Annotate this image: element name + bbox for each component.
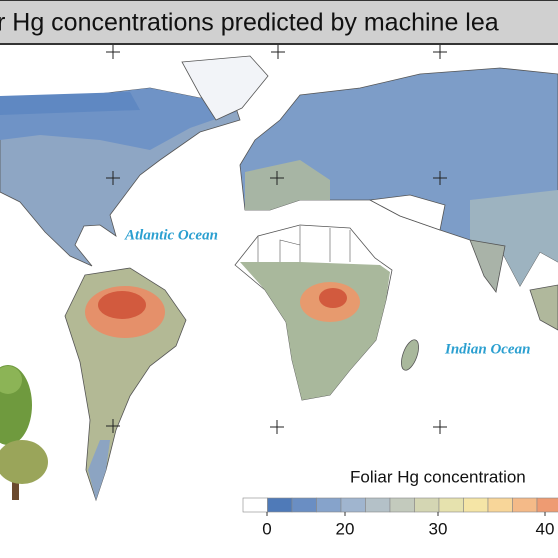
south-asia xyxy=(470,190,558,286)
amazon-peak xyxy=(98,291,146,319)
madagascar xyxy=(401,339,419,371)
arctic-shade xyxy=(0,92,140,115)
color-swatch xyxy=(463,497,489,513)
patagonia xyxy=(88,440,110,500)
color-swatch xyxy=(267,497,293,513)
title-box xyxy=(0,0,558,45)
color-swatch xyxy=(414,497,440,513)
ocean-label: Atlantic Ocean xyxy=(124,227,218,243)
color-swatch xyxy=(242,497,268,513)
color-swatch xyxy=(487,497,513,513)
tree-illustration xyxy=(0,365,48,500)
color-swatch xyxy=(389,497,415,513)
tick-label: 30 xyxy=(429,519,448,538)
middle-east xyxy=(368,194,446,231)
ocean-label: Indian Ocean xyxy=(444,341,530,357)
congo-peak xyxy=(319,288,347,308)
greenland xyxy=(181,55,269,121)
tick-label: 40 xyxy=(536,519,555,538)
color-swatch xyxy=(291,497,317,513)
color-swatch xyxy=(512,497,538,513)
tick-label: 0 xyxy=(262,519,271,538)
color-swatch xyxy=(536,497,558,513)
southeast-asia xyxy=(529,284,558,331)
legend-title: Foliar Hg concentration xyxy=(350,467,526,486)
title-bar: r Hg concentrations predicted by machine… xyxy=(0,0,558,45)
color-swatch xyxy=(438,497,464,513)
legend: Foliar Hg concentration 0 20 30 40 xyxy=(242,467,558,538)
color-swatch xyxy=(365,497,391,513)
tick-label: 20 xyxy=(336,519,355,538)
foliage xyxy=(0,366,22,394)
color-swatch xyxy=(316,497,342,513)
graticule-crosses xyxy=(106,45,447,434)
cross xyxy=(106,45,447,434)
europe-south xyxy=(245,160,330,210)
title: r Hg concentrations predicted by machine… xyxy=(0,9,499,37)
india xyxy=(469,239,506,293)
color-swatch xyxy=(340,497,366,513)
borders xyxy=(257,226,351,262)
map xyxy=(0,55,558,502)
foliage xyxy=(0,440,48,484)
